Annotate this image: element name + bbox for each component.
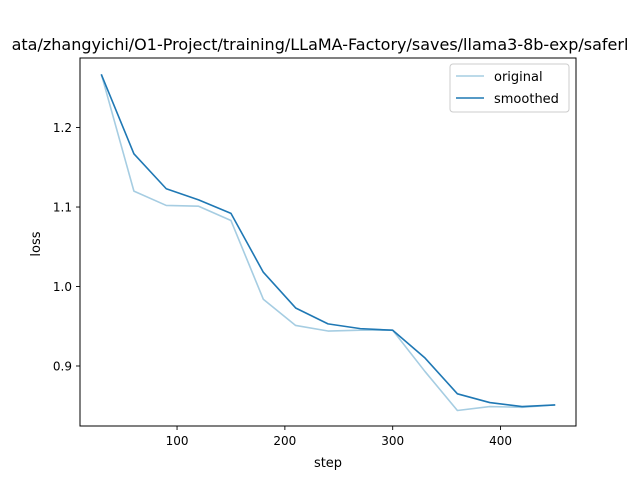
series-line-smoothed (100, 74, 556, 408)
plot-area: 100 200 300 400 0.9 1.0 1.1 1.2 (53, 57, 577, 448)
y-axis: 0.9 1.0 1.1 1.2 (53, 121, 80, 373)
axes-frame (79, 57, 577, 427)
y-tick-label: 1.0 (53, 280, 72, 294)
chart-title: ata/zhangyichi/O1-Project/training/LLaMA… (12, 35, 629, 54)
legend-label-smoothed: smoothed (494, 92, 559, 107)
x-tick-label: 200 (273, 434, 296, 448)
series-layer (100, 74, 556, 412)
x-tick-label: 300 (381, 434, 404, 448)
x-axis-label: step (314, 456, 342, 471)
x-tick-label: 400 (489, 434, 512, 448)
y-tick-label: 1.1 (53, 201, 72, 215)
legend-label-original: original (494, 70, 543, 85)
y-tick-label: 0.9 (53, 359, 72, 373)
legend: original smoothed (449, 63, 570, 113)
series-line-original (100, 74, 556, 412)
x-axis: 100 200 300 400 (166, 426, 512, 448)
y-tick-label: 1.2 (53, 121, 72, 135)
x-tick-label: 100 (166, 434, 189, 448)
y-axis-label: loss (29, 231, 44, 256)
